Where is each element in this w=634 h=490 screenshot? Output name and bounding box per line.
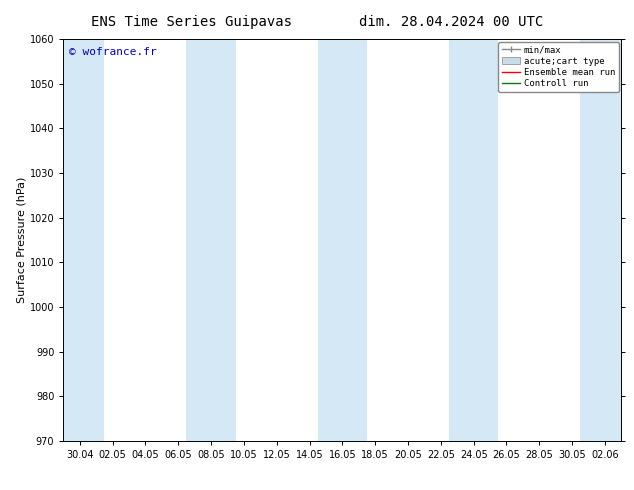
Text: ENS Time Series Guipavas        dim. 28.04.2024 00 UTC: ENS Time Series Guipavas dim. 28.04.2024… xyxy=(91,15,543,29)
Y-axis label: Surface Pressure (hPa): Surface Pressure (hPa) xyxy=(17,177,27,303)
Text: © wofrance.fr: © wofrance.fr xyxy=(69,47,157,57)
Bar xyxy=(318,39,367,441)
Bar xyxy=(55,39,105,441)
Legend: min/max, acute;cart type, Ensemble mean run, Controll run: min/max, acute;cart type, Ensemble mean … xyxy=(498,42,619,92)
Bar xyxy=(580,39,630,441)
Bar xyxy=(449,39,498,441)
Bar xyxy=(186,39,236,441)
